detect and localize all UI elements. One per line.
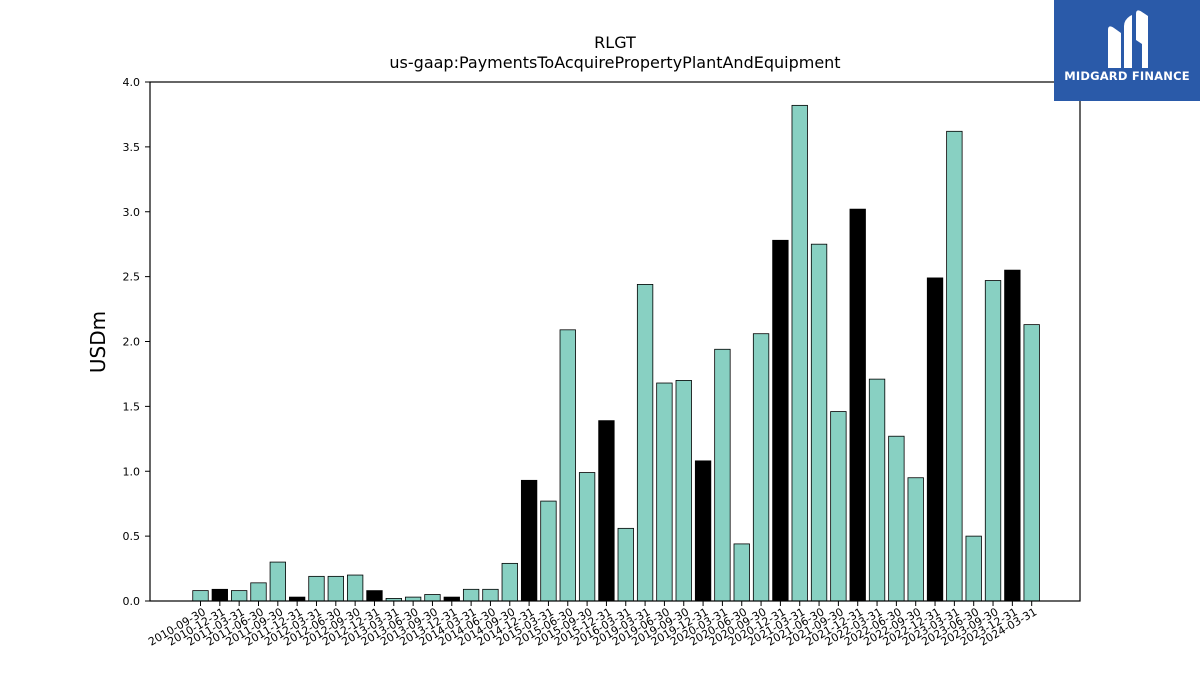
bar-2019-03-31 [636, 284, 654, 602]
y-tick-label: 3.5 [123, 141, 141, 154]
bar-2014-12-31 [520, 479, 538, 602]
y-axis-label: USDm [86, 311, 110, 373]
bar-2020-06-30 [733, 543, 750, 602]
bar-2023-06-30 [965, 535, 982, 602]
bar-2015-09-30 [578, 472, 596, 602]
bar-2019-06-30 [656, 382, 673, 602]
bar-2024-03-31 [1023, 324, 1040, 602]
bar-2010-09-30 [192, 590, 209, 602]
bar-2012-06-30 [327, 575, 344, 602]
bar-2015-03-31 [540, 500, 557, 602]
y-tick-label: 4.0 [123, 76, 141, 89]
bar-2020-12-31 [772, 239, 789, 602]
bar-2019-12-31 [694, 460, 712, 602]
plot-frame [149, 81, 1081, 602]
bar-2022-06-30 [888, 435, 905, 602]
bar-2021-06-30 [810, 243, 828, 602]
bar-2014-03-31 [462, 588, 480, 602]
y-tick-label: 3.0 [123, 206, 141, 219]
y-tick-label: 1.0 [123, 465, 141, 478]
x-axis: 2010-09-302010-12-312011-03-312011-06-30… [146, 601, 1039, 649]
bar-2015-06-30 [559, 329, 576, 602]
y-axis: 0.0 0.5 1.0 1.5 2.0 2.5 3.0 3.5 4.0 [123, 76, 150, 608]
bar-2014-06-30 [482, 588, 499, 602]
bar-2019-09-30 [675, 380, 692, 602]
bar-2023-09-30 [984, 280, 1002, 602]
chart-title: RLGT [594, 33, 636, 52]
bar-2010-12-31 [211, 588, 228, 602]
bar-2020-09-30 [752, 333, 770, 602]
bar-2015-12-31 [598, 420, 615, 602]
bar-2013-09-30 [424, 594, 441, 602]
bar-2020-03-31 [714, 348, 731, 602]
midgard-logo-icon [1108, 10, 1148, 68]
bar-2021-03-31 [791, 104, 808, 602]
bar-2023-12-31 [1004, 269, 1021, 602]
bar-2022-12-31 [926, 277, 944, 602]
bar-2011-09-30 [269, 561, 286, 602]
logo-text: MIDGARD FINANCE [1064, 69, 1190, 83]
y-tick-label: 0.5 [123, 530, 141, 543]
bar-2022-09-30 [907, 477, 924, 602]
y-tick-label: 1.5 [123, 400, 141, 413]
bar-2011-06-30 [250, 582, 267, 602]
y-tick-label: 0.0 [123, 595, 141, 608]
y-tick-label: 2.5 [123, 271, 141, 284]
bar-2022-03-31 [868, 378, 886, 602]
bar-2012-03-31 [308, 575, 325, 602]
bar-2016-03-31 [617, 527, 634, 602]
midgard-finance-logo: MIDGARD FINANCE [1054, 0, 1200, 101]
bar-2014-09-30 [501, 562, 518, 602]
y-tick-label: 2.0 [123, 336, 141, 349]
bar-2021-12-31 [849, 208, 866, 602]
bar-2012-09-30 [346, 574, 364, 602]
bar-2023-03-31 [946, 130, 963, 602]
bar-2012-12-31 [366, 590, 383, 602]
bar-2021-09-30 [830, 411, 847, 602]
bar-2011-03-31 [231, 590, 248, 602]
bars-group [192, 104, 1040, 602]
chart-subtitle: us-gaap:PaymentsToAcquirePropertyPlantAn… [389, 53, 840, 72]
